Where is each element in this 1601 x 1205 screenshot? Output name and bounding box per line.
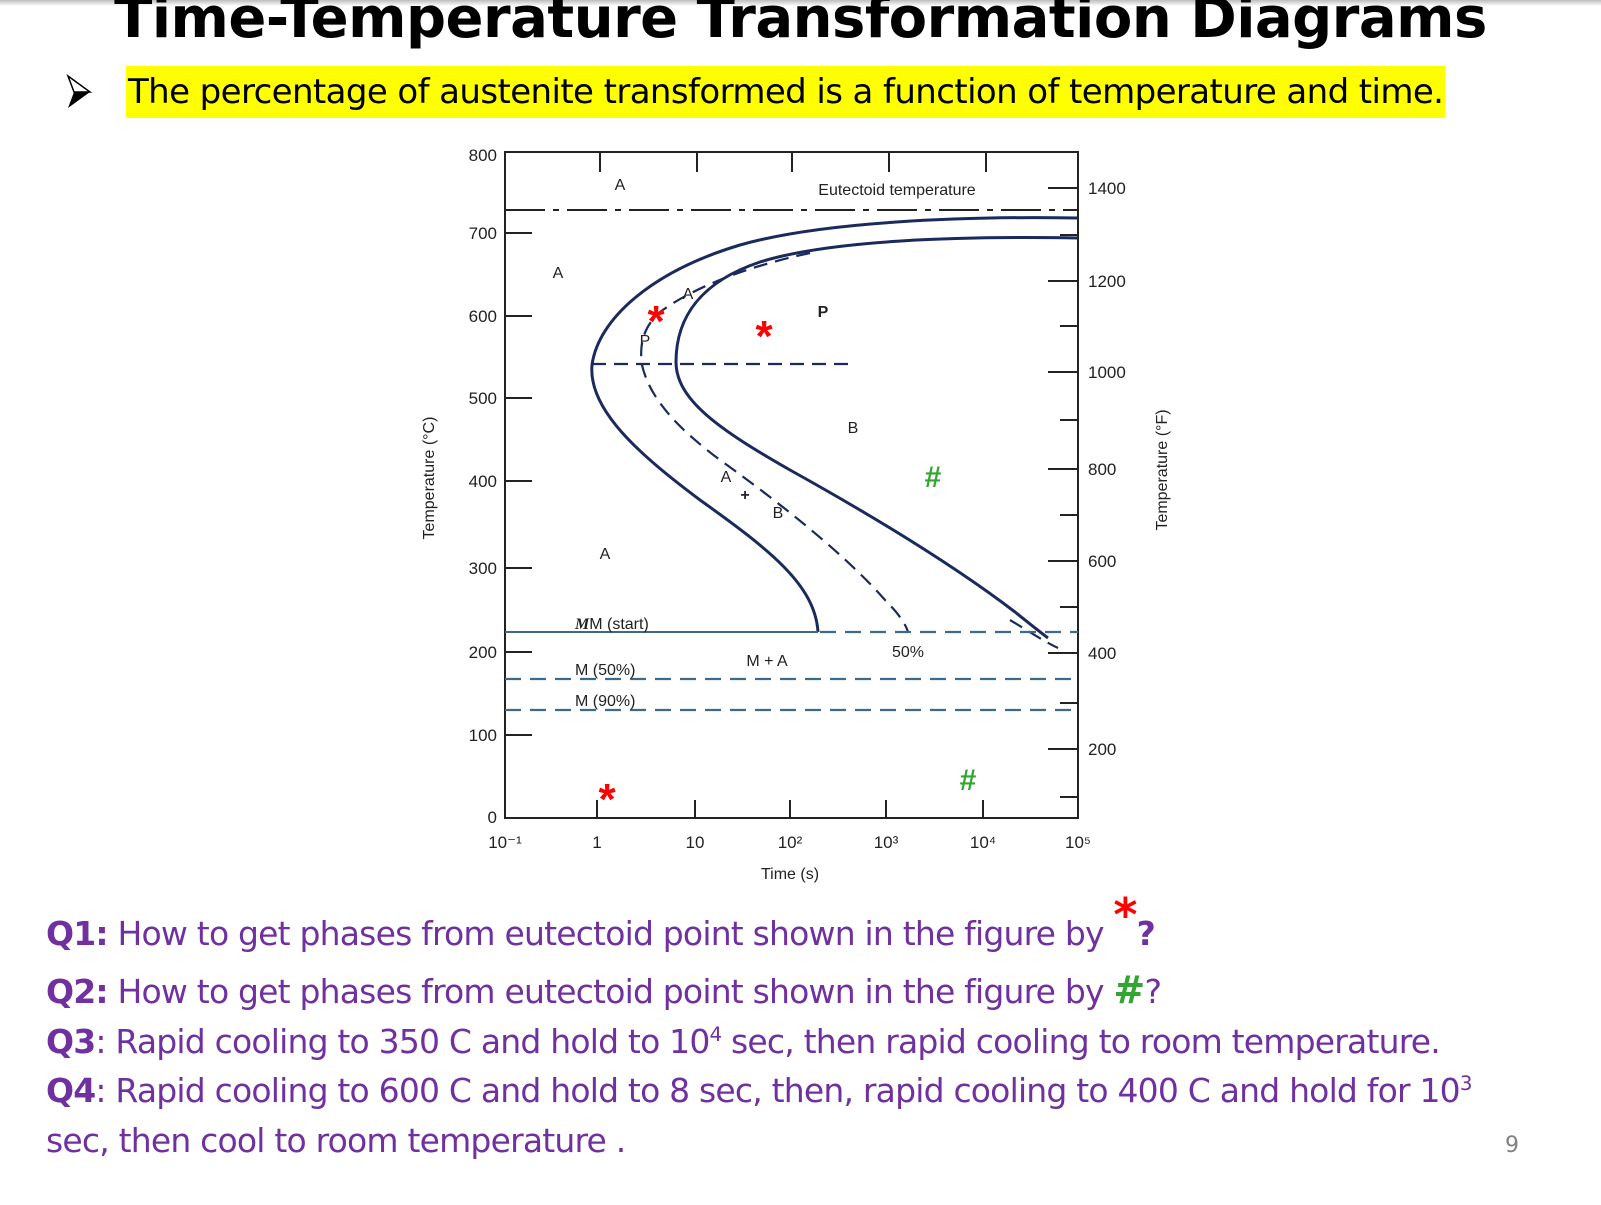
bullet-text-highlighted: The percentage of austenite transformed … [126, 66, 1446, 118]
question-3-text-a: : Rapid cooling to 350 C and hold to 10 [95, 1022, 710, 1061]
label-m-start: MM (start) [574, 616, 649, 633]
left-y-tick-labels: 800 700 600 500 400 300 200 100 0 [469, 146, 497, 827]
y2-tick-800: 800 [1088, 460, 1116, 479]
y-tick-700: 700 [469, 224, 497, 243]
y-axis-title-fahrenheit: Temperature (°F) [1154, 409, 1171, 530]
label-austenite-left: A [553, 265, 564, 282]
green-hash-marker-1: # [925, 461, 942, 494]
star-markers: * * * [598, 297, 773, 824]
label-pearlite-region: P [818, 304, 829, 321]
y2-tick-400: 400 [1088, 644, 1116, 663]
slide-top-border [0, 0, 1601, 6]
x-tick-1000: 10³ [874, 833, 899, 852]
y2-tick-1000: 1000 [1088, 363, 1126, 382]
question-3: Q3: Rapid cooling to 350 C and hold to 1… [46, 1022, 1441, 1061]
plot-frame [504, 151, 1079, 819]
label-m-50: M (50%) [575, 662, 635, 679]
label-ab-bainite: B [773, 505, 784, 522]
question-2-text: How to get phases from eutectoid point s… [117, 972, 1114, 1011]
x-tick-10000: 10⁴ [970, 833, 996, 852]
question-4: Q4: Rapid cooling to 600 C and hold to 8… [46, 1071, 1472, 1110]
y-tick-200: 200 [469, 643, 497, 662]
red-star-marker-3: * [598, 775, 616, 824]
top-ticks [599, 152, 987, 172]
label-fifty-percent: 50% [892, 644, 924, 661]
red-star-marker-1: * [647, 297, 665, 346]
label-austenite-top: A [615, 177, 626, 194]
y-tick-500: 500 [469, 389, 497, 408]
finish-curve-tail [1009, 619, 1059, 649]
label-m-50-text: M (50%) [575, 662, 635, 679]
question-3-exponent: 4 [709, 1023, 723, 1046]
right-y-tick-labels: 1400 1200 1000 800 600 400 200 [1088, 179, 1126, 759]
label-bainite-region: B [848, 420, 859, 437]
question-3-label: Q3 [46, 1022, 96, 1061]
x-tick-10: 10 [686, 833, 705, 852]
y-tick-800: 800 [469, 146, 497, 165]
question-2-label: Q2: [46, 972, 109, 1011]
question-1: Q1: How to get phases from eutectoid poi… [46, 888, 1156, 956]
start-curve [590, 216, 1079, 633]
right-y-ticks [1048, 187, 1078, 798]
fifty-percent-curve [640, 251, 910, 633]
label-austenite-nose: A [683, 286, 694, 303]
question-2-hash-marker: # [1113, 968, 1145, 1012]
y-tick-0: 0 [488, 808, 497, 827]
x-tick-labels: 10⁻¹ 1 10 10² 10³ 10⁴ 10⁵ [488, 833, 1091, 852]
x-tick-0.1: 10⁻¹ [488, 833, 522, 852]
bullet-point: The percentage of austenite transformed … [66, 64, 1446, 120]
label-m-90: M (90%) [575, 693, 635, 710]
question-4-exponent: 3 [1459, 1072, 1473, 1095]
question-1-text: How to get phases from eutectoid point s… [117, 914, 1114, 953]
y2-tick-600: 600 [1088, 552, 1116, 571]
y-tick-300: 300 [469, 559, 497, 578]
x-axis-title: Time (s) [761, 866, 819, 883]
left-y-ticks [505, 232, 532, 736]
ttt-diagram: .axis { stroke: #222; stroke-width: 2; f… [421, 146, 1171, 883]
question-4-continuation: sec, then cool to room temperature . [46, 1121, 626, 1160]
page-number: 9 [1505, 1133, 1519, 1158]
question-4-label: Q4 [46, 1071, 96, 1110]
label-m-plus-a: M + A [746, 653, 788, 670]
green-hash-marker-2: # [960, 764, 977, 797]
question-2: Q2: How to get phases from eutectoid poi… [46, 968, 1162, 1012]
question-4-text-b: sec, then cool to room temperature . [46, 1121, 626, 1160]
label-ab-austenite: A [721, 469, 732, 486]
question-1-qmark: ? [1136, 914, 1156, 953]
question-3-text-b: sec, then rapid cooling to room temperat… [721, 1022, 1441, 1061]
label-m-start-text: M (start) [589, 616, 649, 633]
question-1-label: Q1: [46, 914, 109, 953]
y2-tick-1200: 1200 [1088, 272, 1126, 291]
y-axis-title-celsius: Temperature (°C) [421, 417, 438, 540]
y-tick-100: 100 [469, 726, 497, 745]
question-2-qmark: ? [1144, 972, 1162, 1011]
region-labels: A Eutectoid temperature A A P P B A + B … [553, 177, 976, 710]
label-austenite-lower: A [600, 546, 611, 563]
bottom-ticks [596, 800, 984, 818]
label-m-90-text: M (90%) [575, 693, 635, 710]
arrow-bullet-icon [66, 74, 92, 108]
slide-title: Time-Temperature Transformation Diagrams [114, 0, 1487, 51]
x-tick-100000: 10⁵ [1065, 833, 1091, 852]
x-tick-100: 10² [778, 833, 803, 852]
label-pearlite-nose: P [640, 333, 651, 350]
red-star-marker-2: * [755, 312, 773, 361]
question-4-text-a: : Rapid cooling to 600 C and hold to 8 s… [95, 1071, 1460, 1110]
y-tick-600: 600 [469, 307, 497, 326]
finish-curve [674, 236, 1079, 640]
x-tick-1: 1 [592, 833, 601, 852]
hash-markers: # # [925, 461, 977, 797]
label-eutectoid-temperature: Eutectoid temperature [818, 182, 976, 199]
question-1-star-marker: * [1113, 888, 1137, 942]
y2-tick-1400: 1400 [1088, 179, 1126, 198]
y-tick-400: 400 [469, 472, 497, 491]
label-ab-plus: + [740, 487, 749, 504]
y2-tick-200: 200 [1088, 740, 1116, 759]
